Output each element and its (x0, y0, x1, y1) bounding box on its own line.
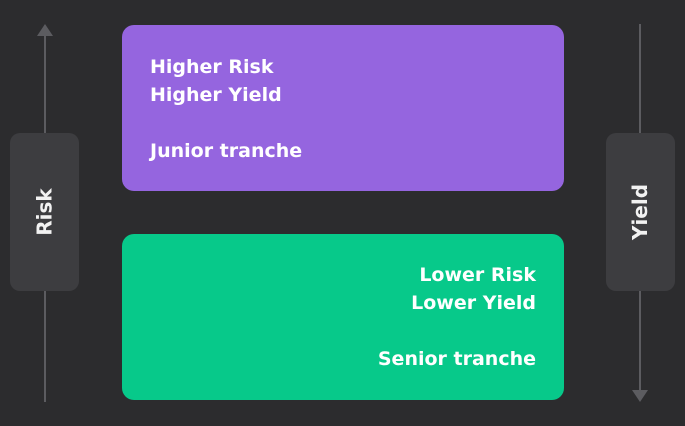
junior-tranche-name: Junior tranche (150, 140, 303, 162)
junior-risk-label: Higher Risk (150, 56, 274, 78)
senior-tranche-box: Lower Risk Lower Yield Senior tranche (122, 234, 564, 400)
up-arrow-icon (37, 24, 53, 36)
risk-label-pill: Risk (10, 133, 79, 291)
risk-axis-label: Risk (32, 188, 57, 236)
yield-label-pill: Yield (606, 133, 675, 291)
junior-yield-label: Higher Yield (150, 84, 282, 106)
down-arrow-icon (632, 390, 648, 402)
yield-axis-label: Yield (628, 183, 653, 241)
senior-risk-label: Lower Risk (419, 264, 536, 286)
junior-tranche-box: Higher Risk Higher Yield Junior tranche (122, 25, 564, 191)
senior-yield-label: Lower Yield (411, 292, 536, 314)
senior-tranche-name: Senior tranche (377, 348, 536, 370)
